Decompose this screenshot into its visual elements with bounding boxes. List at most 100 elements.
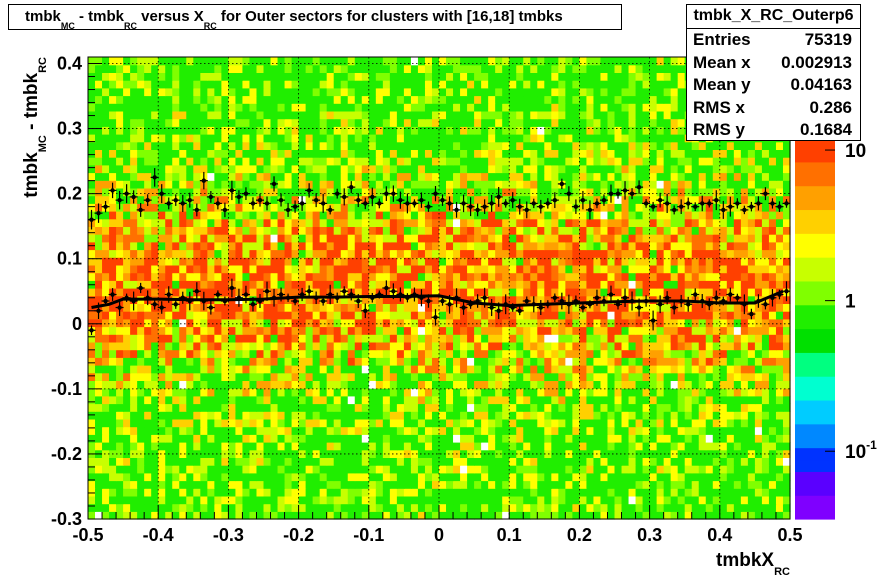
heatmap-cell: [165, 141, 173, 150]
heatmap-cell: [474, 457, 482, 466]
heatmap-cell: [270, 234, 279, 243]
heatmap-cell: [144, 257, 152, 266]
heatmap-cell: [228, 241, 237, 251]
heatmap-cell: [186, 164, 194, 174]
heatmap-cell: [635, 365, 644, 374]
heatmap-cell: [389, 234, 398, 243]
heatmap-cell: [389, 457, 398, 466]
heatmap-cell: [551, 226, 559, 235]
heatmap-cell: [523, 341, 531, 351]
heatmap-cell: [256, 134, 265, 143]
heatmap-cell: [172, 511, 180, 520]
heatmap-cell: [523, 349, 531, 358]
heatmap-cell: [235, 365, 244, 374]
heatmap-cell: [403, 211, 412, 220]
heatmap-cell: [130, 149, 138, 158]
heatmap-cell: [726, 257, 735, 266]
heatmap-cell: [123, 234, 131, 243]
heatmap-cell: [340, 234, 349, 243]
heatmap-cell: [740, 172, 749, 181]
heatmap-cell: [502, 218, 510, 227]
heatmap-cell: [446, 172, 454, 181]
heatmap-cell: [495, 149, 503, 158]
heatmap-cell: [607, 272, 616, 281]
heatmap-cell: [698, 334, 707, 343]
heatmap-cell: [312, 264, 321, 274]
heatmap-cell: [431, 303, 440, 312]
heatmap-cell: [249, 257, 258, 266]
heatmap-cell: [467, 395, 475, 405]
heatmap-cell: [235, 411, 244, 420]
heatmap-cell: [431, 395, 440, 405]
heatmap-cell: [207, 372, 215, 381]
heatmap-cell: [200, 264, 208, 274]
heatmap-cell: [775, 149, 784, 158]
heatmap-cell: [726, 480, 735, 489]
heatmap-cell: [389, 480, 398, 489]
heatmap-cell: [565, 326, 573, 335]
heatmap-cell: [544, 341, 552, 351]
heatmap-cell: [172, 488, 180, 497]
heatmap-cell: [439, 272, 447, 281]
heatmap-cell: [354, 341, 363, 351]
heatmap-cell: [179, 449, 187, 458]
heatmap-cell: [186, 149, 194, 158]
heatmap-cell: [347, 264, 356, 274]
heatmap-cell: [263, 311, 272, 320]
heatmap-cell: [186, 442, 194, 451]
heatmap-cell: [179, 257, 187, 266]
heatmap-cell: [740, 503, 749, 512]
heatmap-cell: [214, 334, 222, 343]
heatmap-cell: [677, 472, 686, 482]
heatmap-cell: [705, 311, 714, 320]
heatmap-cell: [235, 341, 244, 351]
heatmap-cell: [572, 488, 580, 497]
heatmap-cell: [291, 449, 300, 458]
heatmap-cell: [719, 318, 728, 328]
heatmap-cell: [642, 311, 651, 320]
heatmap-cell: [144, 272, 152, 281]
heatmap-cell: [347, 480, 356, 489]
heatmap-cell: [635, 442, 644, 451]
heatmap-cell: [298, 211, 307, 220]
heatmap-cell: [214, 472, 222, 482]
heatmap-cell: [256, 442, 265, 451]
heatmap-cell: [228, 311, 237, 320]
heatmap-cell: [642, 457, 651, 466]
heatmap-cell: [726, 272, 735, 281]
heatmap-cell: [305, 426, 314, 435]
heatmap-cell: [775, 211, 784, 220]
heatmap-cell: [572, 434, 580, 443]
heatmap-cell: [193, 380, 201, 389]
heatmap-cell: [326, 264, 335, 274]
heatmap-cell: [88, 365, 96, 374]
heatmap-cell: [319, 134, 328, 143]
heatmap-cell: [284, 226, 293, 235]
heatmap-cell: [270, 495, 279, 505]
heatmap-cell: [130, 164, 138, 174]
heatmap-cell: [424, 264, 433, 274]
heatmap-cell: [277, 318, 286, 328]
heatmap-cell: [396, 264, 405, 274]
heatmap-cell: [607, 180, 616, 189]
heatmap-cell: [474, 449, 482, 458]
heatmap-cell: [431, 495, 440, 505]
heatmap-cell: [242, 341, 251, 351]
heatmap-cell: [705, 211, 714, 220]
heatmap-cell: [467, 449, 475, 458]
heatmap-cell: [319, 426, 328, 435]
heatmap-cell: [249, 334, 258, 343]
heatmap-cell: [235, 264, 244, 274]
heatmap-cell: [221, 187, 229, 197]
heatmap-cell: [312, 249, 321, 258]
heatmap-cell: [670, 380, 679, 389]
heatmap-cell: [326, 149, 335, 158]
heatmap-cell: [158, 372, 166, 381]
heatmap-cell: [544, 218, 552, 227]
heatmap-cell: [761, 218, 770, 227]
heatmap-cell: [446, 318, 454, 328]
heatmap-cell: [326, 187, 335, 197]
heatmap-cell: [88, 226, 96, 235]
heatmap-cell: [509, 288, 517, 297]
heatmap-cell: [151, 426, 159, 435]
